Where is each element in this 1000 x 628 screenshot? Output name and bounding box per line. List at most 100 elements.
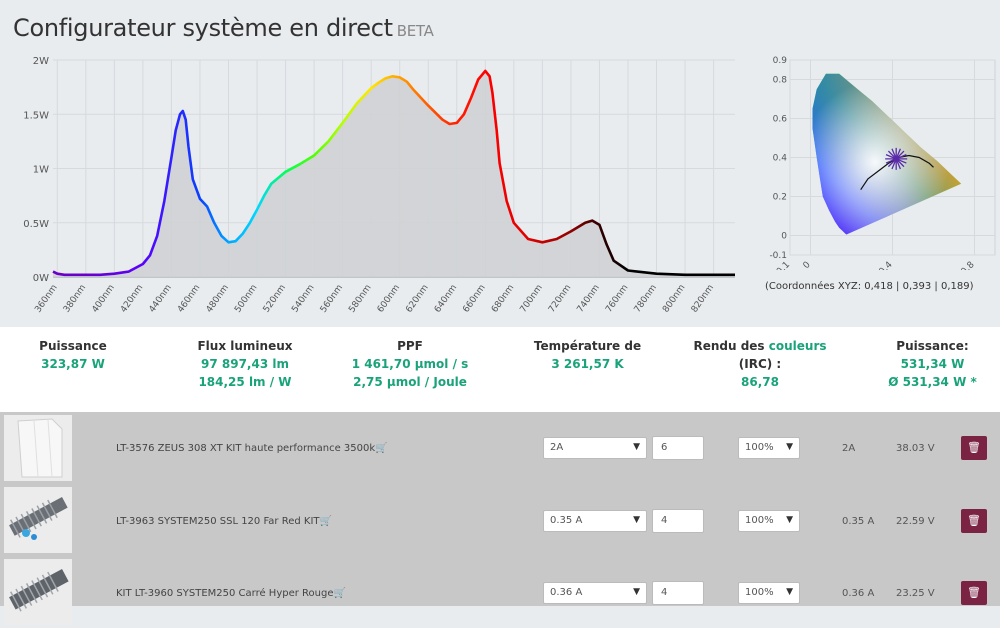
- x-tick-label: 720nm: [547, 283, 573, 315]
- cie-x-tick: 0.4: [877, 260, 894, 270]
- stat-value: 3 261,57 K: [551, 357, 624, 371]
- x-tick-label: 420nm: [119, 283, 145, 315]
- quantity-input[interactable]: 4: [652, 509, 704, 533]
- cie-y-tick: 0.6: [773, 115, 788, 125]
- product-name[interactable]: LT-3963 SYSTEM250 SSL 120 Far Red KIT🛒: [116, 516, 332, 527]
- cart-icon: 🛒: [319, 516, 332, 527]
- delete-button[interactable]: 🗑: [961, 436, 987, 460]
- x-tick-label: 440nm: [148, 283, 174, 315]
- product-row: KIT LT-3960 SYSTEM250 Carré Hyper Rouge🛒…: [0, 556, 1000, 628]
- stat-value: 1 461,70 µmol / s: [351, 357, 469, 371]
- cie-y-tick: 0.9: [773, 56, 788, 66]
- product-image: [4, 559, 72, 625]
- stat-label: Puissance:: [896, 339, 969, 353]
- voltage-value: 38.03 V: [896, 443, 935, 454]
- dimming-select[interactable]: 100% ▼: [738, 510, 800, 532]
- cie-y-tick: 0.2: [773, 193, 787, 203]
- y-tick-label: 1.5W: [23, 110, 49, 121]
- chevron-down-icon: ▼: [786, 587, 793, 597]
- x-tick-label: 560nm: [319, 283, 345, 315]
- cie-chromaticity-chart: 0.9 0.8 0.6 0.4 0.2 0 -0.1-0.1 0 0.4 0.8: [769, 56, 996, 270]
- current-select[interactable]: 0.35 A ▼: [543, 510, 647, 532]
- stat-value: 323,87 W: [41, 357, 105, 371]
- cie-y-tick: 0.8: [773, 76, 788, 86]
- x-tick-label: 660nm: [461, 283, 487, 315]
- delete-button[interactable]: 🗑: [961, 509, 987, 533]
- stat-value: 184,25 lm / W: [198, 375, 292, 389]
- x-tick-label: 500nm: [233, 283, 259, 315]
- chromaticity-marker: [885, 154, 907, 164]
- trash-icon: 🗑: [967, 514, 981, 527]
- x-tick-label: 480nm: [205, 283, 231, 315]
- product-name[interactable]: KIT LT-3960 SYSTEM250 Carré Hyper Rouge🛒: [116, 588, 346, 599]
- x-tick-label: 600nm: [376, 283, 402, 315]
- product-row: LT-3576 ZEUS 308 XT KIT haute performanc…: [0, 412, 1000, 484]
- stat-value: 2,75 µmol / Joule: [353, 375, 467, 389]
- stat-label: Température de: [533, 339, 642, 353]
- x-tick-label: 780nm: [633, 283, 659, 315]
- x-tick-label: 360nm: [33, 283, 59, 315]
- current-value: 0.35 A: [842, 516, 875, 527]
- dimming-select[interactable]: 100% ▼: [738, 582, 800, 604]
- delete-button[interactable]: 🗑: [961, 581, 987, 605]
- cart-icon: 🛒: [375, 443, 388, 454]
- stat-value: 97 897,43 lm: [201, 357, 289, 371]
- spectrum-line: [52, 69, 735, 277]
- stat-value: Ø 531,34 W *: [888, 375, 977, 389]
- product-image: [4, 415, 72, 481]
- y-tick-label: 0W: [33, 273, 49, 284]
- chevron-down-icon: ▼: [786, 442, 793, 452]
- current-value: 2A: [842, 443, 856, 454]
- cie-y-tick: 0.4: [773, 154, 788, 164]
- cie-gamut-white: [812, 73, 962, 235]
- y-tick-label: 0.5W: [23, 219, 49, 230]
- quantity-input[interactable]: 4: [652, 581, 704, 605]
- cie-x-tick: -0.1: [773, 260, 792, 270]
- product-name[interactable]: LT-3576 ZEUS 308 XT KIT haute performanc…: [116, 443, 388, 454]
- x-tick-label: 640nm: [433, 283, 459, 315]
- x-tick-label: 400nm: [90, 283, 116, 315]
- stat-label: Rendu des couleurs: [693, 339, 827, 353]
- x-tick-label: 760nm: [604, 283, 630, 315]
- current-select[interactable]: 0.36 A ▼: [543, 582, 647, 604]
- spectrum-area: [53, 70, 735, 278]
- cart-icon: 🛒: [333, 588, 346, 599]
- y-tick-label: 2W: [33, 56, 49, 67]
- trash-icon: 🗑: [967, 586, 981, 599]
- trash-icon: 🗑: [967, 441, 981, 454]
- y-tick-label: 1W: [33, 165, 49, 176]
- stat-label: Flux lumineux: [197, 339, 293, 353]
- stat-label: (IRC) :: [738, 357, 782, 371]
- stat-temperature: Température de 3 261,57 K: [515, 337, 660, 373]
- quantity-input[interactable]: 6: [652, 436, 704, 460]
- x-tick-label: 520nm: [262, 283, 288, 315]
- stat-power: Puissance 323,87 W: [18, 337, 128, 373]
- x-tick-label: 460nm: [176, 283, 202, 315]
- dimming-select[interactable]: 100% ▼: [738, 437, 800, 459]
- summary-stats: Puissance 323,87 W Flux lumineux 97 897,…: [0, 327, 1000, 412]
- spectrum-chart: 360nm 380nm 400nm 420nm 440nm 460nm 480nm 500nm…: [23, 56, 735, 315]
- current-select[interactable]: 2A ▼: [543, 437, 647, 459]
- product-row: LT-3963 SYSTEM250 SSL 120 Far Red KIT🛒 0…: [0, 484, 1000, 556]
- stat-label: Puissance: [39, 339, 107, 353]
- x-tick-label: 380nm: [62, 283, 88, 315]
- stat-cri: Rendu des couleurs (IRC) : 86,78: [680, 337, 840, 391]
- x-tick-label: 820nm: [690, 283, 716, 315]
- product-list: LT-3576 ZEUS 308 XT KIT haute performanc…: [0, 412, 1000, 625]
- page-title: Configurateur système en direct BETA: [13, 14, 434, 42]
- stat-ppf: PPF 1 461,70 µmol / s 2,75 µmol / Joule: [335, 337, 485, 391]
- cie-y-tick: -0.1: [769, 251, 787, 261]
- voltage-value: 22.59 V: [896, 516, 935, 527]
- x-tick-label: 800nm: [661, 283, 687, 315]
- stat-value: 86,78: [741, 375, 779, 389]
- stat-total-power: Puissance: 531,34 W Ø 531,34 W *: [870, 337, 995, 391]
- x-tick-label: 580nm: [347, 283, 373, 315]
- chevron-down-icon: ▼: [786, 515, 793, 525]
- cie-y-tick: 0: [781, 232, 787, 242]
- x-tick-label: 740nm: [576, 283, 602, 315]
- cie-x-tick: 0.8: [959, 260, 976, 270]
- stat-label: PPF: [397, 339, 423, 353]
- stat-luminous-flux: Flux lumineux 97 897,43 lm 184,25 lm / W: [170, 337, 320, 391]
- voltage-value: 23.25 V: [896, 588, 935, 599]
- chevron-down-icon: ▼: [633, 515, 640, 525]
